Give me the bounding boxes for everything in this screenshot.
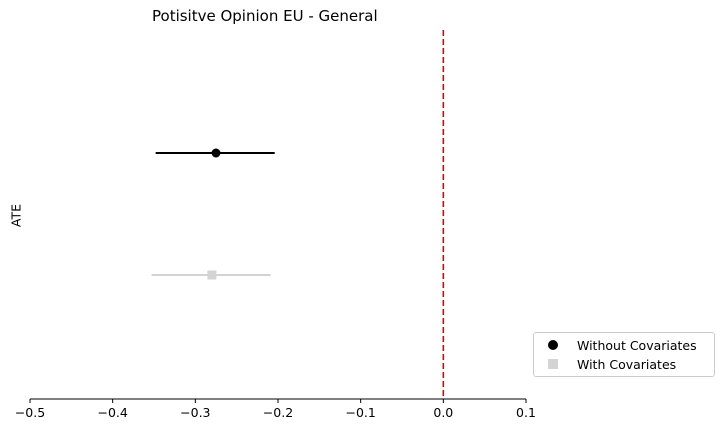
legend: Without Covariates With Covariates [533, 332, 715, 377]
x-tick-label: 0.0 [433, 405, 453, 420]
x-tick-label: −0.4 [97, 405, 127, 420]
chart-title: Potisitve Opinion EU - General [152, 7, 378, 25]
legend-item-with-covariates: With Covariates [534, 355, 676, 373]
x-tick-label: −0.2 [263, 405, 293, 420]
x-tick-label: 0.1 [516, 405, 536, 420]
x-tick-label: −0.1 [345, 405, 375, 420]
legend-label: With Covariates [577, 356, 677, 372]
x-tick-label: −0.3 [180, 405, 210, 420]
legend-marker-circle [548, 340, 558, 350]
legend-label: Without Covariates [577, 337, 697, 353]
point-estimate-with-covariates [207, 270, 217, 280]
x-tick-label: −0.5 [15, 405, 45, 420]
point-estimate-without-covariates [211, 148, 221, 158]
legend-marker-square [548, 359, 558, 369]
legend-item-without-covariates: Without Covariates [534, 336, 697, 354]
